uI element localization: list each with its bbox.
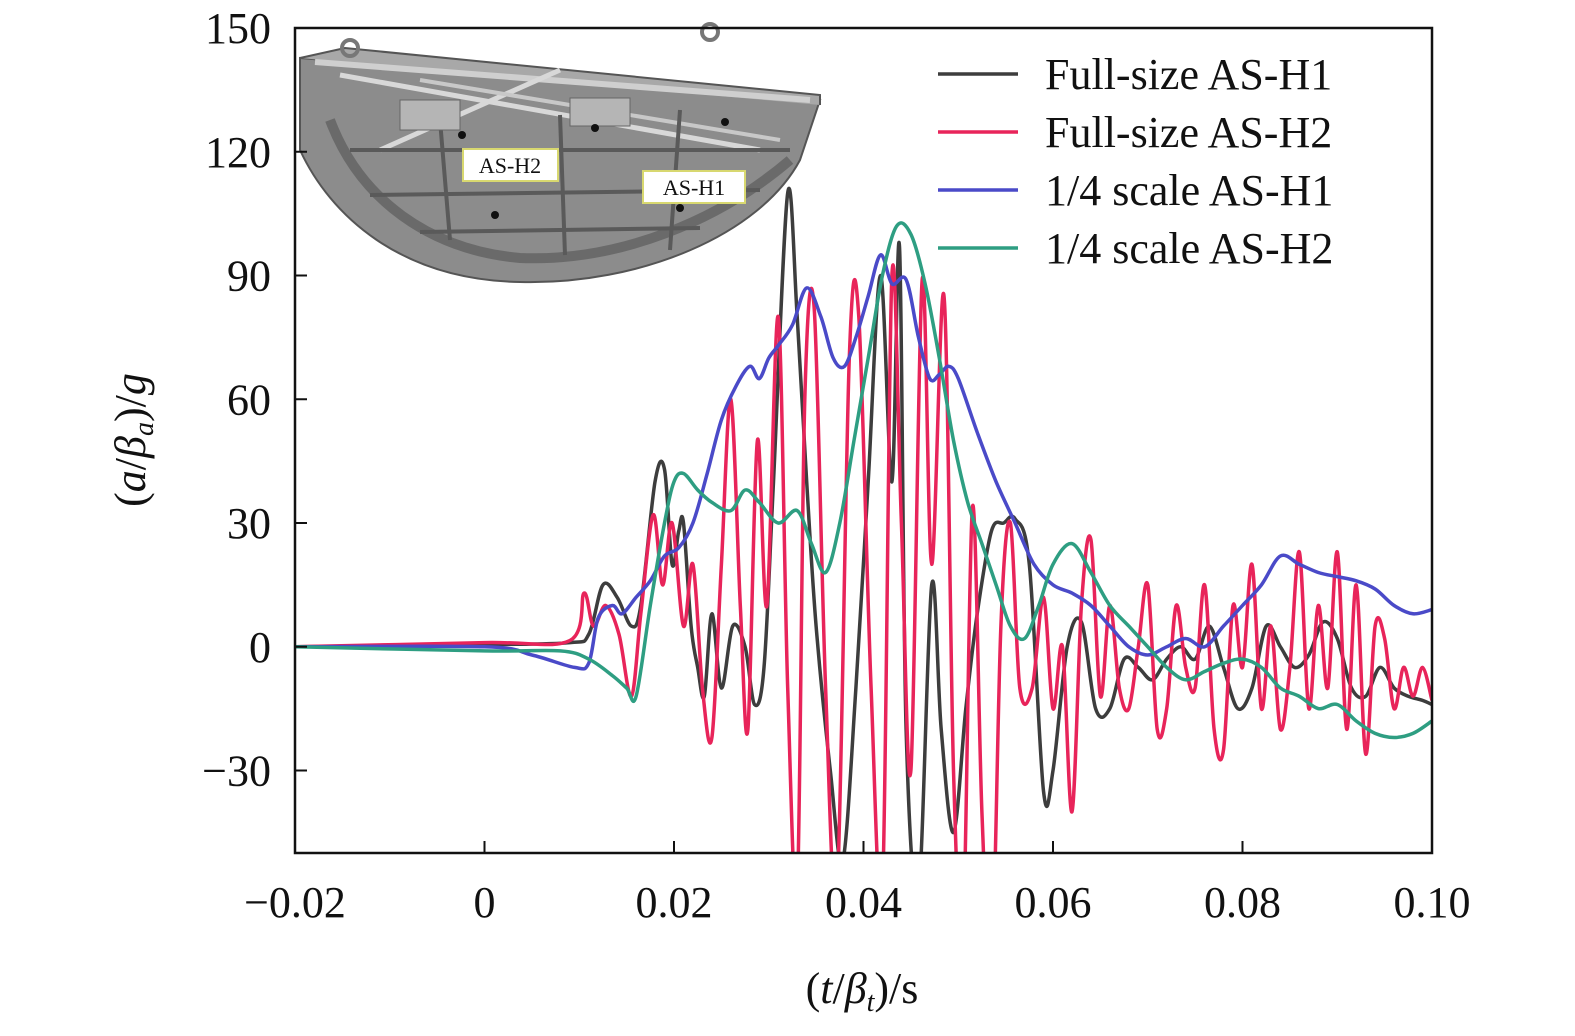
x-tick-label: −0.02 [244, 878, 346, 927]
y-axis-label: (a/βa)/g [106, 373, 160, 507]
x-tick-label: 0.08 [1204, 878, 1281, 927]
y-tick-label: −30 [202, 747, 271, 796]
legend-label-full-size-as-h2: Full-size AS-H2 [1045, 108, 1332, 157]
inset-label-as-h1: AS-H1 [663, 175, 725, 200]
y-tick-label: 30 [227, 499, 271, 548]
y-tick-label: 120 [205, 128, 271, 177]
inset-label-box-as-h2 [462, 148, 559, 182]
series-layer [295, 186, 1432, 853]
legend: Full-size AS-H1 Full-size AS-H2 1/4 scale … [938, 50, 1333, 273]
x-tick-label: 0.02 [636, 878, 713, 927]
plot-frame [293, 26, 1434, 855]
inset-label-box-as-h1 [642, 170, 746, 204]
inset-label-as-h2: AS-H2 [479, 153, 541, 178]
x-axis-label: (t/βt)/s [806, 964, 919, 1018]
y-tick-label: 0 [249, 623, 271, 672]
x-tick-label: 0.04 [825, 878, 902, 927]
x-tick-label: 0.06 [1015, 878, 1092, 927]
series-line-full-size-as-h1 [295, 186, 1432, 853]
legend-label-1-4-scale-as-h1: 1/4 scale AS-H1 [1045, 166, 1333, 215]
y-tick-label: 60 [227, 375, 271, 424]
legend-label-full-size-as-h1: Full-size AS-H1 [1045, 50, 1332, 99]
inset-model-illustration: AS-H2 AS-H1 [299, 22, 822, 284]
legend-label-1-4-scale-as-h2: 1/4 scale AS-H2 [1045, 224, 1333, 273]
x-tick-label: 0.10 [1394, 878, 1471, 927]
x-tick-label: 0 [474, 878, 496, 927]
y-tick-label: 90 [227, 252, 271, 301]
y-tick-label: 150 [205, 4, 271, 53]
y-axis-ticks: −30 0 30 60 90 120 150 [202, 4, 307, 796]
series-line-full-size-as-h2 [295, 263, 1432, 853]
series-line-1-4-scale-as-h2 [295, 221, 1432, 740]
